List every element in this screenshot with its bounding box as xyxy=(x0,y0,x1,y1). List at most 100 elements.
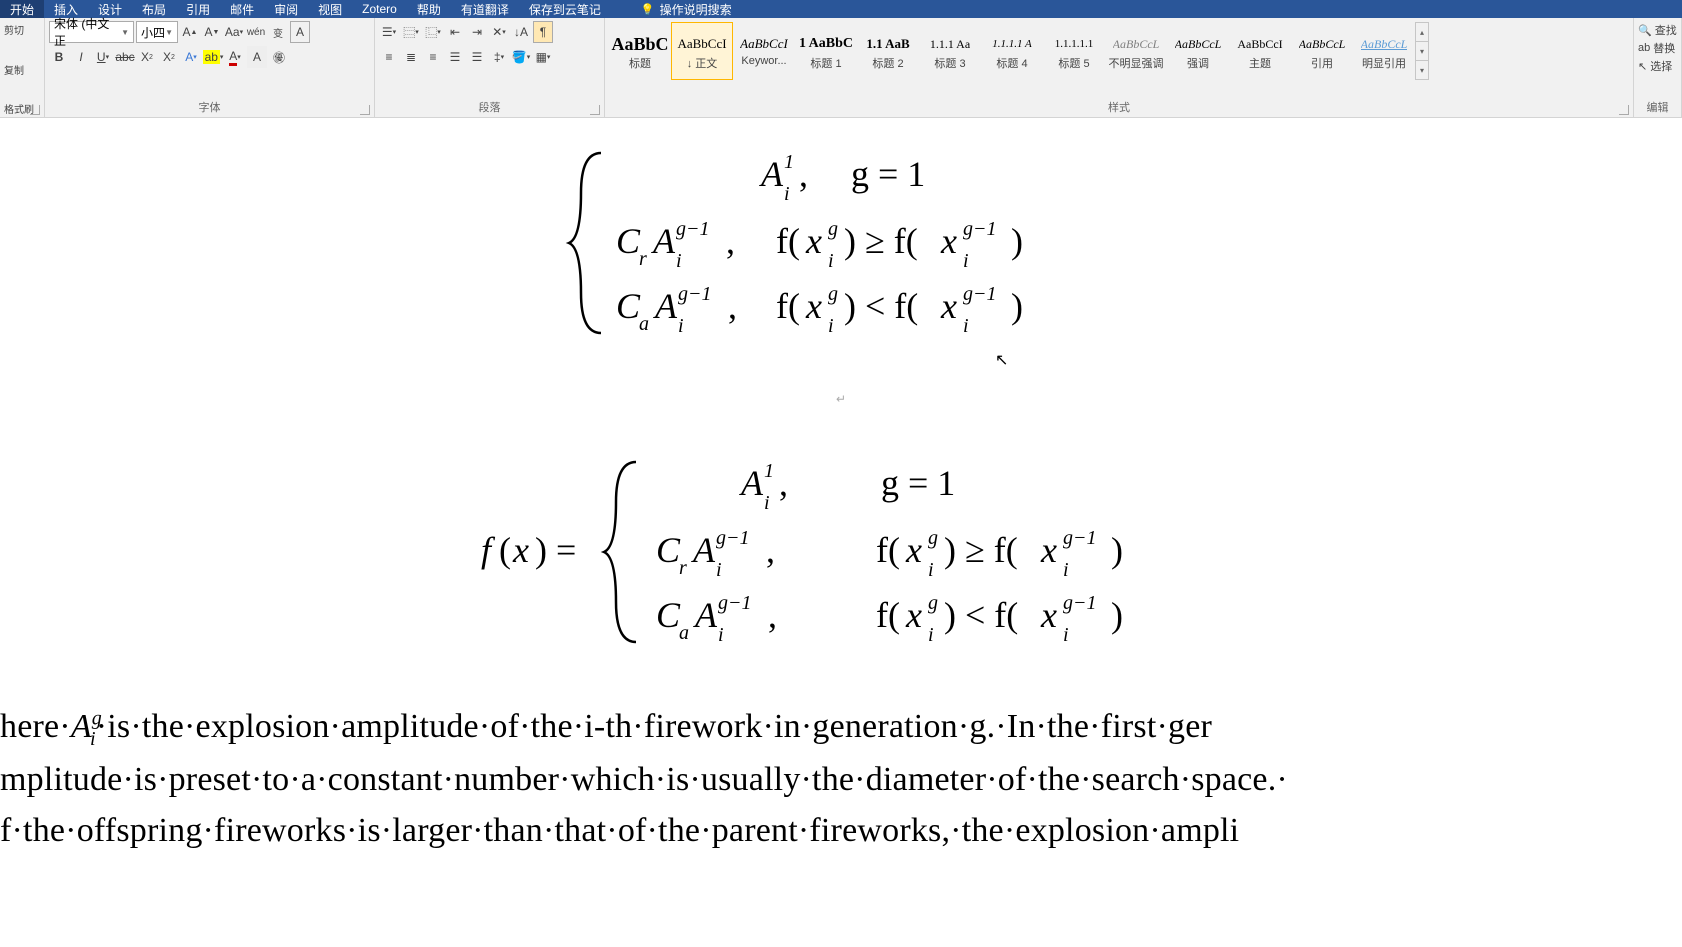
svg-text:f(: f( xyxy=(876,530,900,570)
gallery-down-icon[interactable]: ▾ xyxy=(1416,42,1428,61)
tab-layout[interactable]: 布局 xyxy=(132,0,176,18)
equation-2[interactable]: f ( x ) = A 1 i , g = 1 C r A g−1 i , f( xyxy=(0,447,1682,661)
paragraph-launcher[interactable] xyxy=(590,105,600,115)
align-right-button[interactable]: ≡ xyxy=(423,46,443,68)
style-item[interactable]: AaBbCcI↓ 正文 xyxy=(671,22,733,80)
numbering-button[interactable]: ⿳▾ xyxy=(401,21,421,43)
increase-indent-button[interactable]: ⇥ xyxy=(467,21,487,43)
cut-button[interactable]: 剪切 xyxy=(4,21,40,38)
style-item[interactable]: AaBbC标题 xyxy=(609,22,671,80)
tell-me-search[interactable]: 💡 操作说明搜索 xyxy=(641,1,732,18)
tab-home[interactable]: 开始 xyxy=(0,0,44,18)
asian-layout-button[interactable]: ✕▾ xyxy=(489,21,509,43)
svg-text:f(: f( xyxy=(776,221,800,261)
replace-button[interactable]: ab替换 xyxy=(1638,39,1677,57)
equation-1[interactable]: A 1 i , g = 1 C r A g−1 i , f( x g i ) ≥… xyxy=(0,138,1682,352)
font-launcher[interactable] xyxy=(360,105,370,115)
subscript-button[interactable]: X2 xyxy=(137,46,157,68)
style-item[interactable]: AaBbCcL强调 xyxy=(1167,22,1229,80)
style-item[interactable]: 1.1.1.1.1标题 5 xyxy=(1043,22,1105,80)
style-item[interactable]: AaBbCcL引用 xyxy=(1291,22,1353,80)
distributed-button[interactable]: ☰ xyxy=(467,46,487,68)
tab-review[interactable]: 审阅 xyxy=(264,0,308,18)
svg-text:,: , xyxy=(768,595,777,635)
ribbon: 剪切 复制 格式刷 宋体 (中文正 ▼ 小四 ▼ A▲ A▼ Aa▾ wén 变… xyxy=(0,18,1682,118)
find-button[interactable]: 🔍查找 xyxy=(1638,21,1677,39)
tab-mailings[interactable]: 邮件 xyxy=(220,0,264,18)
tab-references[interactable]: 引用 xyxy=(176,0,220,18)
highlight-button[interactable]: ab▾ xyxy=(203,46,223,68)
gallery-more-icon[interactable]: ▾ xyxy=(1416,61,1428,79)
shading-button[interactable]: 🪣▾ xyxy=(511,46,531,68)
multilevel-button[interactable]: ⿺▾ xyxy=(423,21,443,43)
enclose-char-button[interactable]: ㊝ xyxy=(269,46,289,68)
line-spacing-button[interactable]: ‡▾ xyxy=(489,46,509,68)
justify-button[interactable]: ☰ xyxy=(445,46,465,68)
style-item[interactable]: 1.1.1 Aa标题 3 xyxy=(919,22,981,80)
style-preview: 1 AaBbC xyxy=(799,33,853,55)
align-center-button[interactable]: ≣ xyxy=(401,46,421,68)
svg-text:(: ( xyxy=(499,530,511,570)
tab-youdao[interactable]: 有道翻译 xyxy=(451,0,519,18)
change-case-button[interactable]: Aa▾ xyxy=(224,21,244,43)
font-name-select[interactable]: 宋体 (中文正 ▼ xyxy=(49,21,134,43)
svg-text:i: i xyxy=(784,183,790,205)
text-effects-button[interactable]: A▾ xyxy=(181,46,201,68)
copy-button[interactable]: 复制 xyxy=(4,61,40,78)
style-item[interactable]: 1.1.1.1 A标题 4 xyxy=(981,22,1043,80)
style-item[interactable]: AaBbCcL不明显强调 xyxy=(1105,22,1167,80)
tab-help[interactable]: 帮助 xyxy=(407,0,451,18)
strikethrough-button[interactable]: abc xyxy=(115,46,135,68)
body-paragraph[interactable]: here·Agi·is·the·explosion·amplitude·of·t… xyxy=(0,701,1682,856)
pinyin-button[interactable]: 变 xyxy=(268,21,288,43)
style-item[interactable]: AaBbCcL明显引用 xyxy=(1353,22,1415,80)
svg-text:): ) xyxy=(1111,530,1123,570)
char-border-button[interactable]: A xyxy=(290,21,310,43)
shrink-font-button[interactable]: A▼ xyxy=(202,21,222,43)
bullets-button[interactable]: ☰▾ xyxy=(379,21,399,43)
style-item[interactable]: AaBbCcIKeywor... xyxy=(733,22,795,80)
style-caption: 主题 xyxy=(1249,55,1271,69)
show-marks-button[interactable]: ¶ xyxy=(533,21,553,43)
select-button[interactable]: ↖选择 xyxy=(1638,57,1677,75)
italic-button[interactable]: I xyxy=(71,46,91,68)
align-left-button[interactable]: ≡ xyxy=(379,46,399,68)
decrease-indent-button[interactable]: ⇤ xyxy=(445,21,465,43)
svg-text:i: i xyxy=(718,624,724,646)
svg-text:g−1: g−1 xyxy=(718,592,752,614)
svg-text:r: r xyxy=(639,248,647,270)
style-preview: 1.1 AaB xyxy=(866,33,909,55)
search-icon: 🔍 xyxy=(1638,24,1652,37)
svg-text:f: f xyxy=(481,530,496,570)
font-color-button[interactable]: A▾ xyxy=(225,46,245,68)
tab-zotero[interactable]: Zotero xyxy=(352,0,407,18)
style-preview: AaBbC xyxy=(611,33,668,55)
phonetic-guide-button[interactable]: wén xyxy=(246,21,266,43)
char-shading-button[interactable]: A xyxy=(247,46,267,68)
svg-text:g = 1: g = 1 xyxy=(851,154,925,194)
underline-button[interactable]: U▾ xyxy=(93,46,113,68)
gallery-up-icon[interactable]: ▴ xyxy=(1416,23,1428,42)
styles-launcher[interactable] xyxy=(1619,105,1629,115)
borders-button[interactable]: ▦▾ xyxy=(533,46,553,68)
sort-button[interactable]: ↓A xyxy=(511,21,531,43)
style-item[interactable]: AaBbCcI主题 xyxy=(1229,22,1291,80)
style-caption: 标题 3 xyxy=(934,55,965,69)
svg-text:A: A xyxy=(691,530,716,570)
style-preview: AaBbCcI xyxy=(677,33,726,55)
grow-font-button[interactable]: A▲ xyxy=(180,21,200,43)
tab-view[interactable]: 视图 xyxy=(308,0,352,18)
style-caption: 标题 xyxy=(629,55,651,69)
tab-save-cloud[interactable]: 保存到云笔记 xyxy=(519,0,611,18)
style-item[interactable]: 1 AaBbC标题 1 xyxy=(795,22,857,80)
gallery-scroller[interactable]: ▴▾▾ xyxy=(1415,22,1429,80)
paragraph-group: ☰▾ ⿳▾ ⿺▾ ⇤ ⇥ ✕▾ ↓A ¶ ≡ ≣ ≡ ☰ ☰ ‡▾ 🪣▾ ▦▾ … xyxy=(375,18,605,117)
superscript-button[interactable]: X2 xyxy=(159,46,179,68)
style-item[interactable]: 1.1 AaB标题 2 xyxy=(857,22,919,80)
font-size-select[interactable]: 小四 ▼ xyxy=(136,21,178,43)
clipboard-launcher[interactable] xyxy=(30,105,40,115)
bold-button[interactable]: B xyxy=(49,46,69,68)
document-canvas[interactable]: A 1 i , g = 1 C r A g−1 i , f( x g i ) ≥… xyxy=(0,118,1682,947)
bulb-icon: 💡 xyxy=(641,3,655,16)
svg-text:C: C xyxy=(616,221,641,261)
